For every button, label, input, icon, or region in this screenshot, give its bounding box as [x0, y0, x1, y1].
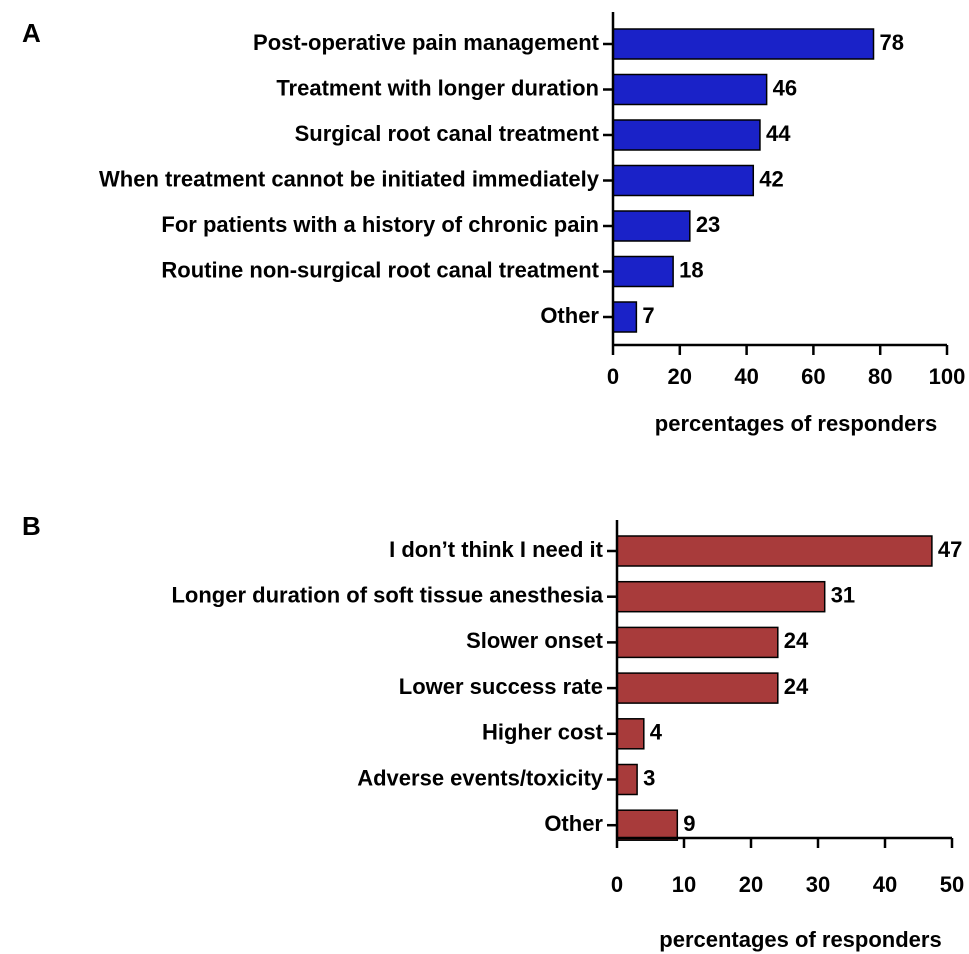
x-axis-label: percentages of responders — [659, 927, 941, 952]
panel-label: B — [22, 511, 41, 541]
bar — [612, 255, 674, 288]
x-tick-label: 80 — [868, 364, 892, 389]
bar — [612, 164, 755, 197]
value-label: 78 — [880, 30, 904, 55]
value-label: 3 — [643, 765, 655, 790]
x-tick-label: 50 — [940, 872, 964, 897]
x-tick-label: 30 — [806, 872, 830, 897]
value-label: 7 — [642, 303, 654, 328]
y-tick-label: Slower onset — [466, 628, 604, 653]
bar — [616, 672, 779, 704]
x-tick-label: 100 — [929, 364, 966, 389]
y-tick-label: I don’t think I need it — [389, 537, 604, 562]
x-tick-label: 40 — [873, 872, 897, 897]
y-tick-label: When treatment cannot be initiated immed… — [99, 166, 600, 191]
x-tick-label: 40 — [734, 364, 758, 389]
x-tick-label: 0 — [607, 364, 619, 389]
y-tick-label: Lower success rate — [399, 674, 603, 699]
value-label: 18 — [679, 257, 703, 282]
bar — [612, 119, 761, 151]
x-tick-label: 10 — [672, 872, 696, 897]
y-tick-label: Post-operative pain management — [253, 30, 600, 55]
x-tick-label: 60 — [801, 364, 825, 389]
value-label: 46 — [773, 75, 797, 100]
x-tick-label: 20 — [739, 872, 763, 897]
bar — [612, 73, 768, 106]
value-label: 23 — [696, 212, 720, 237]
y-tick-label: Treatment with longer duration — [276, 75, 599, 100]
value-label: 44 — [766, 121, 791, 146]
y-tick-label: Other — [544, 811, 603, 836]
x-tick-label: 0 — [611, 872, 623, 897]
bar — [616, 626, 779, 659]
y-tick-label: Other — [540, 303, 599, 328]
value-label: 47 — [938, 537, 962, 562]
value-label: 42 — [759, 166, 783, 191]
value-label: 9 — [683, 811, 695, 836]
y-tick-label: Routine non-surgical root canal treatmen… — [161, 257, 599, 282]
y-tick-label: Adverse events/toxicity — [357, 765, 604, 790]
y-tick-label: Higher cost — [482, 720, 604, 745]
bar — [616, 763, 638, 796]
bar — [616, 535, 933, 567]
bar — [612, 28, 875, 60]
y-tick-label: Longer duration of soft tissue anesthesi… — [171, 583, 603, 608]
y-tick-label: Surgical root canal treatment — [295, 121, 600, 146]
value-label: 24 — [784, 628, 809, 653]
value-label: 4 — [650, 720, 663, 745]
panel-label: A — [22, 18, 41, 48]
value-label: 31 — [831, 583, 855, 608]
bar — [616, 809, 679, 841]
bar — [612, 301, 638, 333]
x-tick-label: 20 — [668, 364, 692, 389]
bar — [616, 718, 645, 750]
value-label: 24 — [784, 674, 809, 699]
x-axis-label: percentages of responders — [655, 411, 937, 436]
bar — [612, 210, 691, 242]
y-tick-label: For patients with a history of chronic p… — [161, 212, 599, 237]
bar — [616, 580, 826, 613]
